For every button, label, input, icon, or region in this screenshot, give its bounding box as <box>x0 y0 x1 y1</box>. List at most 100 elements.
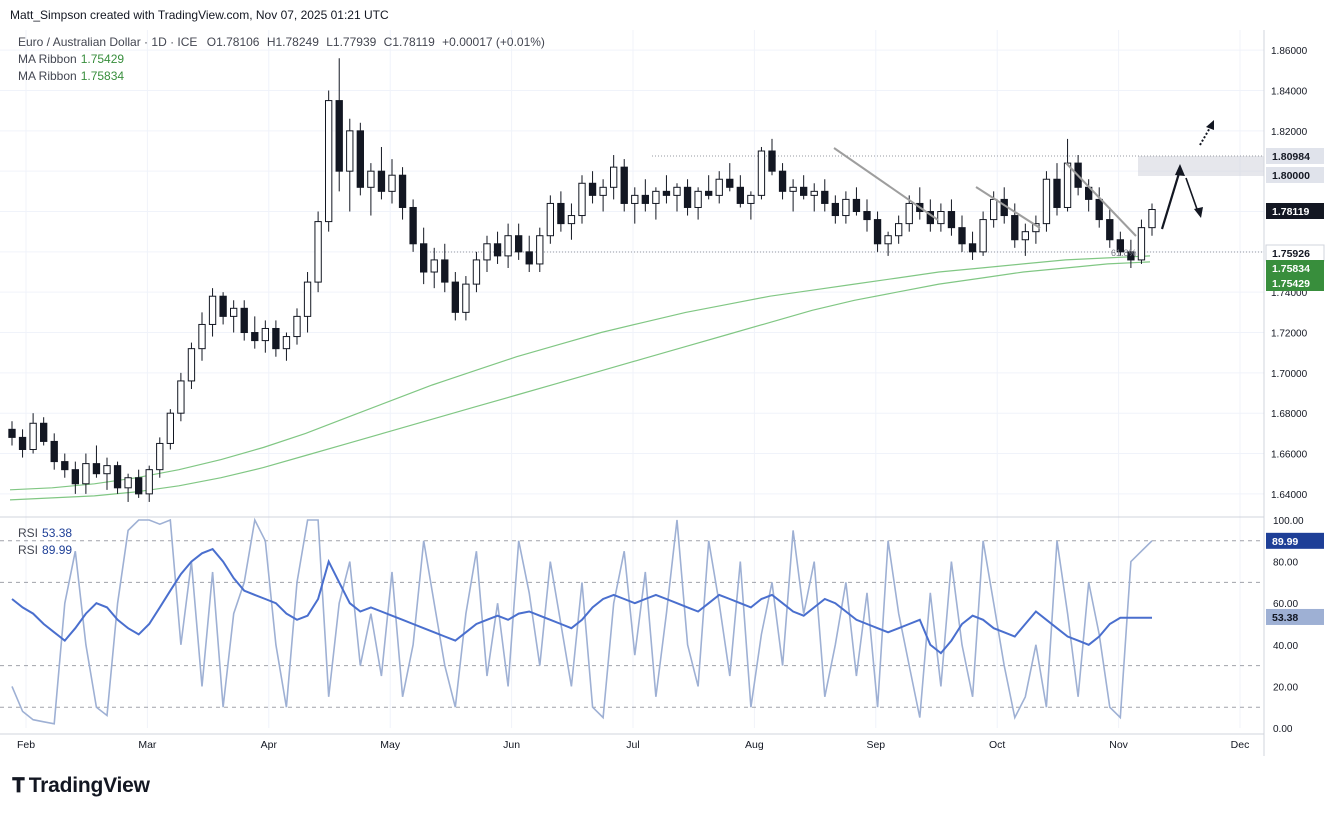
price-badge-label: 1.75834 <box>1272 263 1310 275</box>
candle-body <box>546 202 555 237</box>
candle-body <box>557 202 565 225</box>
time-tick-label: Jun <box>503 739 520 751</box>
candle-body <box>662 190 671 196</box>
candle-body <box>705 190 713 196</box>
candle-body <box>673 186 681 196</box>
trendline-2 <box>975 186 1041 229</box>
price-tick-label: 1.70000 <box>1271 369 1308 380</box>
rsi-tick-label: 40.00 <box>1273 641 1298 652</box>
candle-body <box>1063 162 1072 208</box>
time-tick-label: Apr <box>261 739 278 751</box>
candle-body <box>958 227 966 245</box>
candle-body <box>18 436 27 450</box>
time-tick-label: Oct <box>989 739 1005 751</box>
rsi-legend-2[interactable]: RSI 89.99 <box>18 543 72 557</box>
grid <box>0 30 1264 728</box>
ma-ribbon-legend-1[interactable]: MA Ribbon 1.75429 <box>18 52 124 66</box>
symbol-name: Euro / Australian Dollar · 1D · ICE <box>18 35 198 49</box>
candle-body <box>1137 227 1146 261</box>
candle-body <box>736 186 745 204</box>
time-tick-label: Jul <box>626 739 639 751</box>
rsi-lines <box>11 517 1153 725</box>
rsi-axis[interactable]: 100.00 80.00 60.00 40.00 20.00 0.00 89.99 53.38 <box>1266 516 1324 735</box>
time-tick-label: Aug <box>745 739 764 751</box>
price-badge <box>1266 148 1324 164</box>
candle-body <box>451 281 459 313</box>
candle-body <box>71 469 79 485</box>
open-label: O <box>206 35 217 49</box>
price-badge-label: 1.75429 <box>1272 278 1310 290</box>
high-value: 1.78249 <box>275 35 319 49</box>
candle-body <box>29 422 37 450</box>
rsi-badge-label: 89.99 <box>1272 536 1298 548</box>
ma-ribbon-legend-2[interactable]: MA Ribbon 1.75834 <box>18 69 124 83</box>
price-badge-label: 1.80984 <box>1272 151 1310 163</box>
scenario-arrows <box>1160 120 1214 230</box>
ma-ribbon-fast-line <box>9 255 1151 491</box>
low-label: L <box>326 35 333 49</box>
price-tick-label: 1.68000 <box>1271 409 1308 420</box>
logo-text: TradingView <box>28 774 150 797</box>
rsi-tick-label: 100.00 <box>1273 516 1304 527</box>
candle-body <box>810 190 818 196</box>
price-axis[interactable]: 1.860001.840001.820001.800001.780001.760… <box>1265 46 1325 501</box>
price-tick-label: 1.74000 <box>1271 288 1308 299</box>
candle-body <box>842 198 850 217</box>
time-tick-label: Dec <box>1231 739 1250 751</box>
candle-body <box>504 235 512 257</box>
candle-body <box>567 215 576 225</box>
ma-ribbon-value: 1.75834 <box>80 69 125 83</box>
candle-body <box>821 190 829 204</box>
time-axis[interactable]: Feb Mar Apr May Jun Jul Aug Sep Oct Nov Dec <box>17 739 1249 751</box>
candle-body <box>145 469 153 495</box>
rsi-label: RSI <box>18 526 39 540</box>
tradingview-logo-icon: 𝐓 <box>12 775 25 797</box>
rsi-fast-line <box>11 517 1153 725</box>
candle-body <box>1106 219 1114 241</box>
price-badge <box>1266 275 1324 291</box>
candle-body <box>325 100 333 223</box>
candle-body <box>599 186 607 196</box>
candle-body <box>282 336 291 350</box>
candles <box>8 58 1156 502</box>
arrow-up-head <box>1175 164 1185 176</box>
ma-ribbon-value: 1.75429 <box>80 52 125 66</box>
rsi-badge <box>1266 608 1324 625</box>
candle-body <box>631 194 639 204</box>
candle-body <box>863 211 871 221</box>
candle-body <box>187 348 196 382</box>
trendline-3 <box>1065 162 1137 237</box>
rsi-levels <box>0 540 1264 708</box>
candle-body <box>884 235 892 245</box>
candle-body <box>8 428 16 438</box>
rsi-legend-1[interactable]: RSI 53.38 <box>18 526 72 540</box>
candle-body <box>156 442 164 471</box>
tradingview-logo[interactable]: 𝐓 TradingView <box>12 774 150 798</box>
rsi-badge-label: 53.38 <box>1272 612 1298 624</box>
candle-body <box>483 243 491 261</box>
rsi-label: RSI <box>18 543 39 557</box>
time-tick-label: Feb <box>17 739 35 751</box>
price-tick-label: 1.66000 <box>1271 450 1308 461</box>
candle-body <box>641 194 650 204</box>
candle-body <box>166 412 175 444</box>
candle-body <box>905 202 913 225</box>
candle-body <box>92 463 101 475</box>
time-tick-label: May <box>380 739 401 751</box>
candle-body <box>1127 251 1135 261</box>
symbol-legend[interactable]: Euro / Australian Dollar · 1D · ICE O 1.7… <box>18 35 545 49</box>
price-badge-label: 1.75926 <box>1272 248 1310 260</box>
rsi-slow-line <box>11 547 1152 655</box>
arrow-dotted-head <box>1206 120 1214 130</box>
candle-body <box>1095 198 1103 221</box>
price-badge-label: 1.78119 <box>1272 206 1310 218</box>
low-value: 1.77939 <box>332 35 377 49</box>
time-tick-label: Mar <box>138 739 157 751</box>
candle-body <box>493 243 502 257</box>
candle-body <box>177 380 185 414</box>
arrow-up <box>1160 169 1182 230</box>
fib-label: 61.8% <box>1111 248 1137 258</box>
candle-body <box>346 130 354 172</box>
candle-body <box>1011 215 1019 241</box>
